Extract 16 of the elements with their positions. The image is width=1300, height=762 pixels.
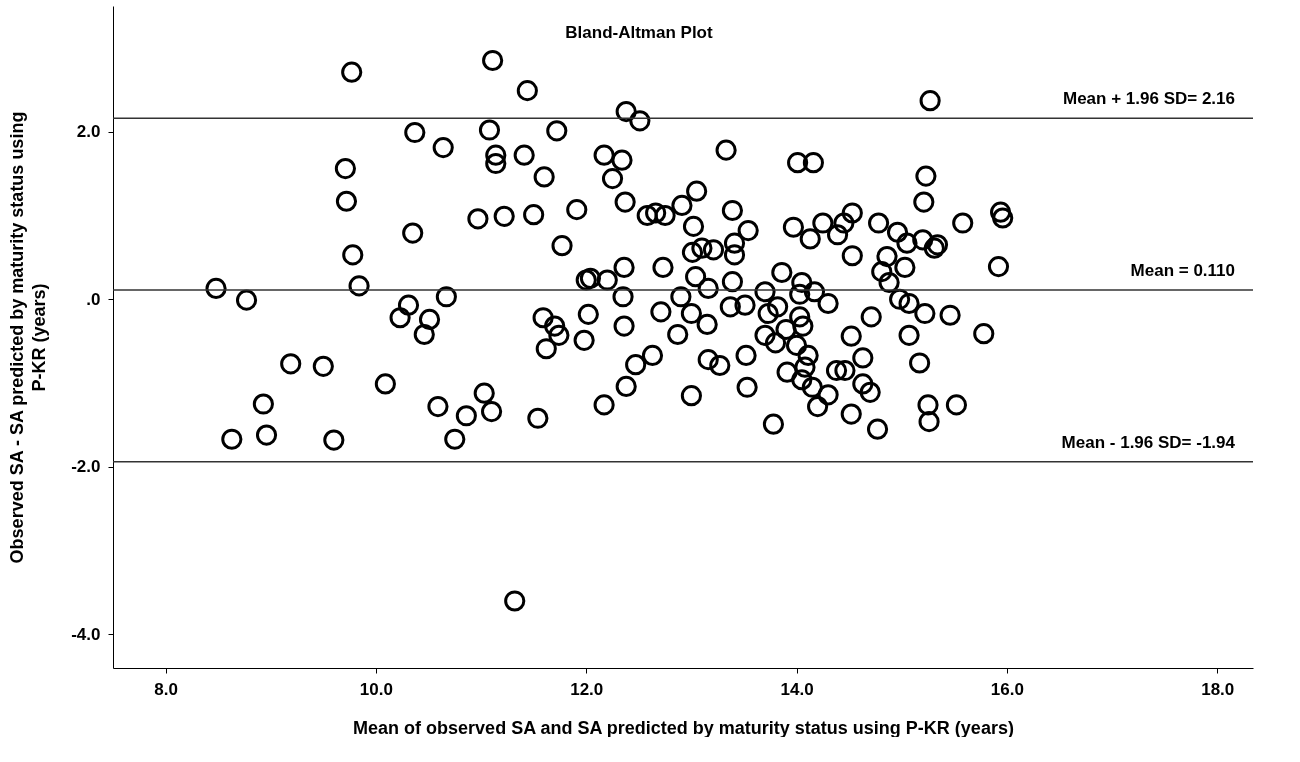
y-tick-label: -2.0 — [71, 457, 101, 477]
x-tick-label: 14.0 — [780, 679, 814, 699]
ref-line-label: Mean + 1.96 SD= 2.16 — [1063, 89, 1235, 109]
y-tick-label: 2.0 — [76, 122, 101, 142]
x-tick-label: 12.0 — [570, 679, 604, 699]
x-tick-label: 16.0 — [990, 679, 1024, 699]
ref-line-label: Mean - 1.96 SD= -1.94 — [1061, 432, 1236, 452]
x-tick-label: 10.0 — [359, 679, 393, 699]
y-tick-label: -4.0 — [71, 624, 101, 644]
ref-line-label: Mean = 0.110 — [1130, 261, 1235, 281]
y-axis-title: Observed SA - SA predicted by maturity status using P-KR (years) — [7, 111, 50, 564]
x-tick-label: 18.0 — [1201, 679, 1235, 699]
x-tick-label: 8.0 — [154, 679, 178, 699]
y-tick-label: .0 — [86, 289, 101, 309]
text: Bland-Altman Plot — [565, 23, 713, 42]
x-axis-title: Mean of observed SA and SA predicted by maturity status using P-KR (years) — [353, 717, 1014, 738]
